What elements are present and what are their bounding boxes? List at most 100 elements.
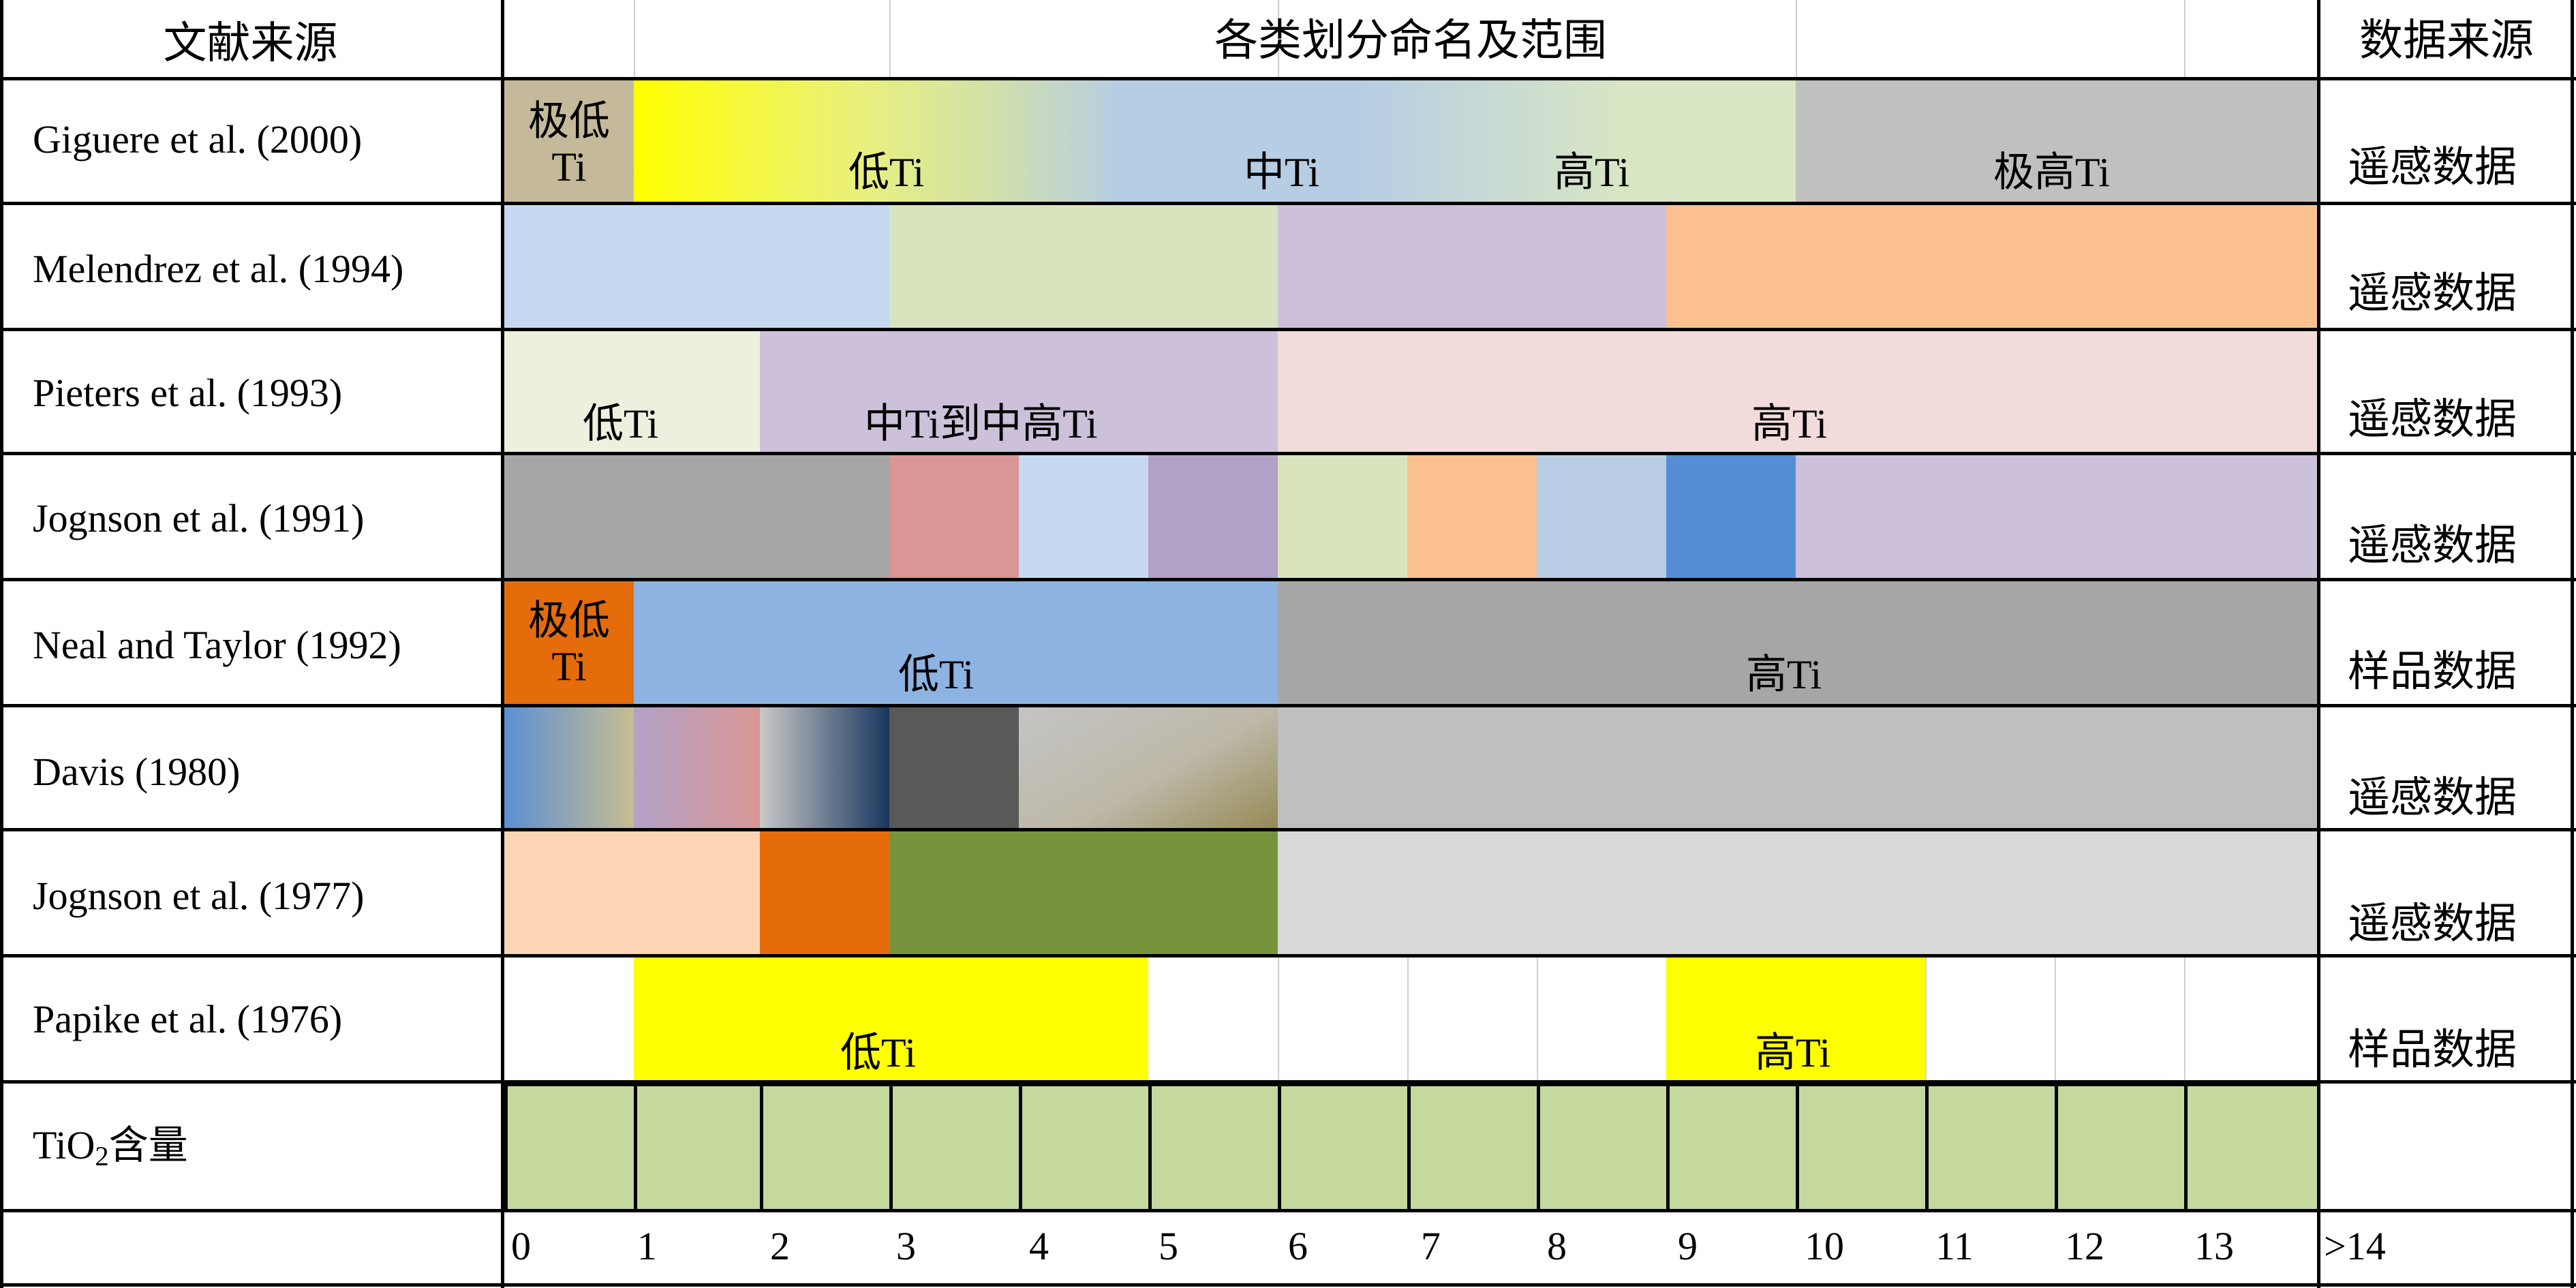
jognson1991-band-2 (889, 455, 1019, 581)
reference-label: Pieters et al. (1993) (33, 371, 343, 415)
reference-label: Davis (1980) (33, 750, 241, 794)
davis-band-6 (1278, 707, 2317, 831)
jognson1991-band-8 (1666, 455, 1796, 581)
grid-line (1278, 0, 1279, 80)
reference-label: Papike et al. (1976) (33, 997, 343, 1041)
davis-band-2 (634, 707, 760, 831)
davis-band-5 (1019, 707, 1278, 831)
band-label: 低Ti (840, 1030, 917, 1075)
table-border (0, 202, 2576, 205)
melendrez-band-3 (1278, 204, 1666, 331)
davis-band-1 (504, 707, 634, 831)
grid-line (2184, 957, 2186, 1083)
grid-line (1278, 957, 1279, 1083)
axis-tick: 9 (1678, 1224, 1698, 1268)
axis-tick: 5 (1159, 1224, 1178, 1268)
table-border (0, 578, 2576, 581)
davis-band-4 (889, 707, 1019, 831)
reference-label: Melendrez et al. (1994) (33, 247, 404, 291)
jognson1991-band-9 (1796, 455, 2317, 581)
band-label: 低Ti (898, 652, 975, 697)
jognson1977-band-3 (889, 831, 1278, 957)
tio2-cell (1148, 1083, 1281, 1212)
table-border (0, 1283, 2576, 1287)
axis-tick: 13 (2194, 1224, 2234, 1268)
tio2-cell (1019, 1083, 1152, 1212)
tio2-cell (760, 1083, 893, 1212)
jognson1991-band-4 (1148, 455, 1278, 581)
tio2-label-prefix: TiO (33, 1123, 95, 1167)
davis-band-3 (760, 707, 889, 831)
data-source-label: 遥感数据 (2348, 775, 2517, 821)
grid-line (1407, 957, 1409, 1083)
band-label: 高Ti (1755, 1030, 1831, 1075)
table-border (0, 1080, 2576, 1084)
reference-label: Neal and Taylor (1992) (33, 623, 401, 667)
tio2-label-suffix: 含量 (108, 1123, 188, 1167)
neal-low-band (634, 581, 1278, 707)
header-data-source: 数据来源 (2359, 16, 2534, 65)
data-source-label: 遥感数据 (2348, 271, 2517, 317)
band-label: 高Ti (1554, 150, 1630, 195)
table-border (2571, 0, 2574, 1288)
reference-label: Jognson et al. (1977) (33, 874, 365, 918)
grid-line (2055, 957, 2056, 1083)
header-literature-source: 文献来源 (163, 19, 338, 67)
data-source-label: 遥感数据 (2348, 523, 2517, 569)
pieters-low-band (504, 331, 760, 455)
jognson1991-band-3 (1019, 455, 1148, 581)
band-label: 极低Ti (528, 598, 610, 690)
band-label: 极高Ti (1993, 150, 2111, 195)
jognson1977-band-1 (504, 831, 760, 957)
melendrez-band-1 (504, 204, 889, 331)
neal-high-band (1278, 581, 2317, 707)
band-label: 高Ti (1751, 401, 1828, 446)
table-border (0, 954, 2576, 957)
band-label: 高Ti (1746, 652, 1822, 697)
jognson1991-band-6 (1407, 455, 1537, 581)
tio2-cell (1407, 1083, 1540, 1212)
band-label: 极低Ti (528, 99, 610, 190)
table-border (0, 828, 2576, 831)
jognson1991-band-7 (1537, 455, 1666, 581)
data-source-label: 遥感数据 (2348, 144, 2517, 191)
pieters-high-band (1278, 331, 2317, 455)
neal-very-low-band (504, 581, 634, 707)
tio2-cell (1796, 1083, 1929, 1212)
band-label: 中Ti到中高Ti (864, 401, 1098, 446)
tio2-cell (2055, 1083, 2188, 1212)
axis-tick: 10 (1805, 1224, 1844, 1268)
reference-label: Giguere et al. (2000) (33, 117, 363, 162)
grid-line (634, 0, 635, 80)
band-label: 中Ti (1244, 150, 1320, 195)
grid-line (1796, 0, 1797, 80)
table-border (0, 0, 3, 1288)
tio2-label-sub: 2 (95, 1141, 109, 1172)
tio2-cell (2184, 1083, 2320, 1212)
table-border (0, 704, 2576, 707)
giguere-very-high-band (1796, 80, 2317, 204)
header-classification: 各类划分命名及范围 (1214, 16, 1607, 65)
papike-high-band (1666, 957, 1925, 1083)
axis-tick: 4 (1029, 1224, 1049, 1268)
axis-tick: 12 (2065, 1224, 2104, 1268)
table-border (0, 452, 2576, 455)
grid-line (2184, 0, 2186, 80)
data-source-label: 遥感数据 (2348, 397, 2517, 443)
grid-line (1537, 957, 1538, 1083)
jognson1977-band-2 (760, 831, 889, 957)
axis-tick: 1 (637, 1224, 657, 1268)
jognson1977-band-4 (1278, 831, 2317, 957)
data-source-label: 样品数据 (2348, 649, 2517, 695)
tio2-cell (634, 1083, 763, 1212)
tio2-cell (1925, 1083, 2058, 1212)
grid-line (889, 0, 891, 80)
table-border (501, 0, 504, 1288)
band-label: 低Ti (848, 150, 925, 195)
tio2-content-label: TiO2含量 (33, 1126, 188, 1171)
table-border (0, 328, 2576, 331)
data-source-label: 遥感数据 (2348, 901, 2517, 947)
melendrez-band-2 (889, 204, 1278, 331)
giguere-very-low-band (504, 80, 634, 204)
